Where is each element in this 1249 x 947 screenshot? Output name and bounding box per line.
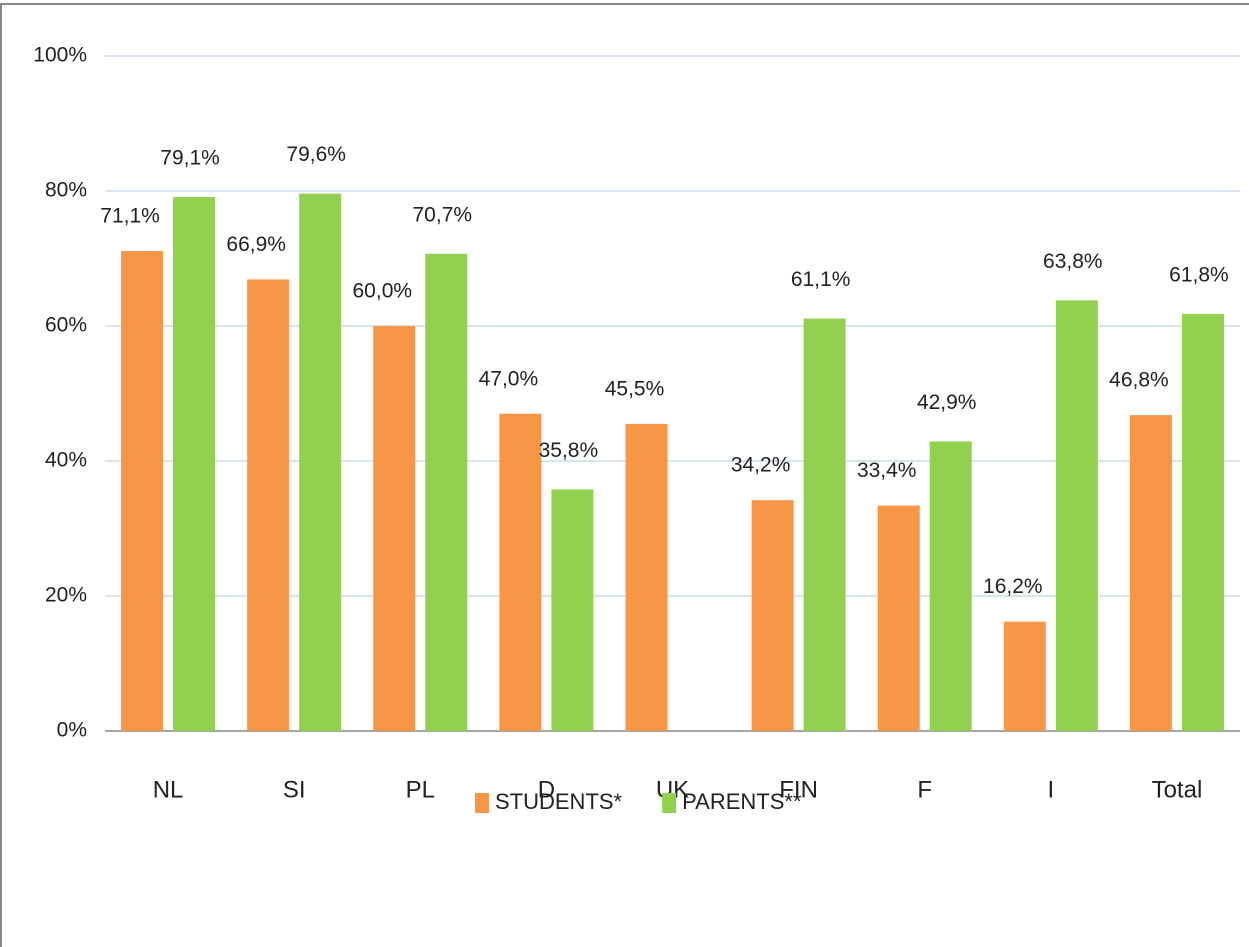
bar xyxy=(247,279,290,731)
data-label: 66,9% xyxy=(226,233,286,256)
data-label: 79,6% xyxy=(286,143,346,166)
data-label: 47,0% xyxy=(479,367,539,390)
data-label: 61,1% xyxy=(791,268,851,291)
data-label: 46,8% xyxy=(1109,369,1169,392)
x-tick-label: I xyxy=(1047,776,1054,803)
bar xyxy=(1003,621,1046,731)
x-tick-label: PL xyxy=(406,776,435,803)
y-tick-label: 100% xyxy=(33,44,87,67)
bar xyxy=(751,500,794,731)
bar xyxy=(803,318,846,731)
data-label: 71,1% xyxy=(100,205,160,228)
bar xyxy=(173,197,216,731)
y-tick-label: 20% xyxy=(45,584,87,607)
data-label: 79,1% xyxy=(160,147,220,170)
bar xyxy=(121,251,164,731)
bar xyxy=(425,253,468,731)
legend-label: STUDENTS* xyxy=(495,789,623,814)
legend-label: PARENTS** xyxy=(682,789,802,814)
data-label: 60,0% xyxy=(353,280,413,303)
y-tick-label: 60% xyxy=(45,314,87,337)
data-label: 70,7% xyxy=(413,203,473,226)
bar xyxy=(551,489,594,731)
x-tick-label: F xyxy=(917,776,932,803)
data-label: 42,9% xyxy=(917,391,977,414)
legend-swatch xyxy=(662,793,677,813)
x-tick-label: NL xyxy=(153,776,184,803)
bar xyxy=(1181,313,1224,731)
x-tick-label: FIN xyxy=(779,776,818,803)
x-tick-label: Total xyxy=(1152,776,1203,803)
x-tick-label: D xyxy=(538,776,555,803)
data-label: 61,8% xyxy=(1169,263,1229,286)
data-label: 63,8% xyxy=(1043,250,1103,273)
bar xyxy=(1129,415,1172,731)
data-label: 33,4% xyxy=(857,459,917,482)
data-label: 45,5% xyxy=(605,377,665,400)
data-label: 34,2% xyxy=(731,454,791,477)
y-tick-label: 0% xyxy=(57,719,87,742)
bar xyxy=(373,326,416,731)
data-label: 35,8% xyxy=(539,439,599,462)
bar xyxy=(929,441,972,731)
data-label: 16,2% xyxy=(983,575,1043,598)
bar xyxy=(877,505,920,731)
bar xyxy=(299,193,342,731)
x-tick-label: SI xyxy=(283,776,306,803)
bar xyxy=(499,413,542,731)
bar xyxy=(625,423,668,731)
bar xyxy=(1055,300,1098,731)
legend-swatch xyxy=(475,793,489,813)
y-tick-label: 40% xyxy=(45,449,87,472)
y-tick-label: 80% xyxy=(45,179,87,202)
